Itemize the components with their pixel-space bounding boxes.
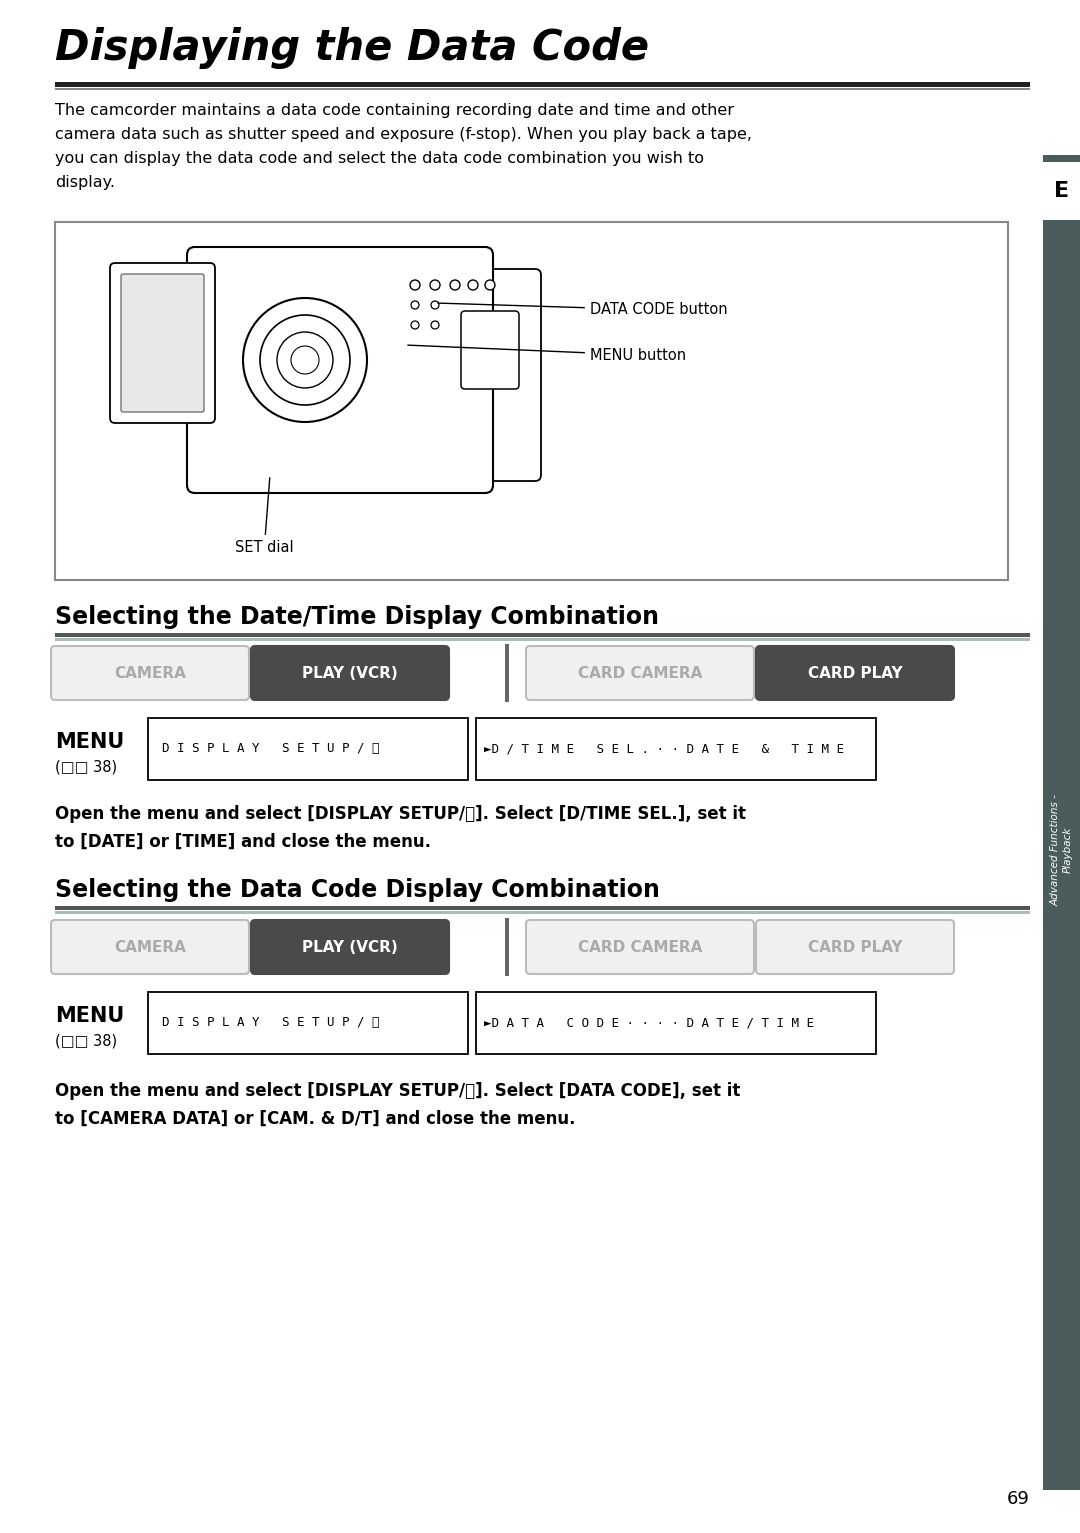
Text: camera data such as shutter speed and exposure (f-stop). When you play back a ta: camera data such as shutter speed and ex…: [55, 127, 752, 143]
FancyBboxPatch shape: [51, 645, 249, 701]
FancyBboxPatch shape: [110, 264, 215, 423]
Text: Selecting the Data Code Display Combination: Selecting the Data Code Display Combinat…: [55, 878, 660, 901]
Text: (□□ 38): (□□ 38): [55, 1033, 117, 1049]
Circle shape: [410, 281, 420, 290]
Bar: [1043, 155, 1080, 1490]
Bar: [55, 222, 1008, 579]
Bar: [476, 717, 876, 780]
Circle shape: [291, 346, 319, 374]
Text: Open the menu and select [DISPLAY SETUP/Ⓢ]. Select [D/TIME SEL.], set it: Open the menu and select [DISPLAY SETUP/…: [55, 805, 746, 823]
Text: PLAY (VCR): PLAY (VCR): [302, 940, 397, 955]
Circle shape: [431, 320, 438, 330]
Bar: [505, 918, 509, 977]
Bar: [148, 717, 468, 780]
Text: CARD CAMERA: CARD CAMERA: [578, 665, 702, 681]
Circle shape: [431, 300, 438, 310]
Text: Open the menu and select [DISPLAY SETUP/Ⓢ]. Select [DATA CODE], set it: Open the menu and select [DISPLAY SETUP/…: [55, 1082, 741, 1101]
FancyBboxPatch shape: [187, 247, 492, 494]
FancyBboxPatch shape: [251, 645, 449, 701]
Text: 69: 69: [1008, 1490, 1030, 1508]
Text: CAMERA: CAMERA: [114, 665, 186, 681]
Bar: [55, 81, 1030, 87]
FancyBboxPatch shape: [251, 920, 449, 973]
Circle shape: [468, 281, 478, 290]
Bar: [476, 992, 876, 1055]
Text: D I S P L A Y   S E T U P / Ⓢ: D I S P L A Y S E T U P / Ⓢ: [162, 1016, 379, 1030]
Circle shape: [411, 320, 419, 330]
Text: MENU: MENU: [55, 1006, 124, 1026]
FancyBboxPatch shape: [756, 645, 954, 701]
Text: Selecting the Date/Time Display Combination: Selecting the Date/Time Display Combinat…: [55, 606, 659, 629]
Text: MENU: MENU: [55, 731, 124, 753]
Text: ►D A T A   C O D E · · · · D A T E / T I M E: ►D A T A C O D E · · · · D A T E / T I M…: [484, 1016, 814, 1030]
Text: ►D / T I M E   S E L . · · D A T E   &   T I M E: ►D / T I M E S E L . · · D A T E & T I M…: [484, 742, 843, 756]
Bar: [55, 87, 1030, 90]
Text: CAMERA: CAMERA: [114, 940, 186, 955]
Text: DATA CODE button: DATA CODE button: [437, 302, 728, 317]
Bar: [1043, 162, 1080, 221]
Bar: [55, 906, 1030, 911]
Bar: [55, 633, 1030, 638]
Circle shape: [485, 281, 495, 290]
Text: CARD PLAY: CARD PLAY: [808, 940, 902, 955]
Circle shape: [430, 281, 440, 290]
Circle shape: [243, 297, 367, 422]
Circle shape: [260, 314, 350, 405]
FancyBboxPatch shape: [526, 645, 754, 701]
Text: CARD CAMERA: CARD CAMERA: [578, 940, 702, 955]
Text: (□□ 38): (□□ 38): [55, 760, 117, 776]
Text: E: E: [1054, 181, 1069, 201]
Text: you can display the data code and select the data code combination you wish to: you can display the data code and select…: [55, 150, 704, 166]
FancyBboxPatch shape: [756, 920, 954, 973]
Circle shape: [276, 333, 333, 388]
Text: Displaying the Data Code: Displaying the Data Code: [55, 28, 649, 69]
Circle shape: [450, 281, 460, 290]
FancyBboxPatch shape: [121, 274, 204, 412]
FancyBboxPatch shape: [474, 268, 541, 481]
Text: MENU button: MENU button: [408, 345, 686, 362]
Text: to [DATE] or [TIME] and close the menu.: to [DATE] or [TIME] and close the menu.: [55, 832, 431, 851]
Text: SET dial: SET dial: [235, 478, 294, 555]
Circle shape: [411, 300, 419, 310]
Bar: [55, 911, 1030, 914]
Text: The camcorder maintains a data code containing recording date and time and other: The camcorder maintains a data code cont…: [55, 103, 734, 118]
Text: display.: display.: [55, 175, 114, 190]
Text: PLAY (VCR): PLAY (VCR): [302, 665, 397, 681]
FancyBboxPatch shape: [526, 920, 754, 973]
FancyBboxPatch shape: [51, 920, 249, 973]
Bar: [505, 644, 509, 702]
Text: to [CAMERA DATA] or [CAM. & D/T] and close the menu.: to [CAMERA DATA] or [CAM. & D/T] and clo…: [55, 1110, 576, 1128]
Bar: [55, 638, 1030, 641]
Text: CARD PLAY: CARD PLAY: [808, 665, 902, 681]
Text: Advanced Functions -
Playback: Advanced Functions - Playback: [1051, 794, 1072, 906]
Text: D I S P L A Y   S E T U P / Ⓢ: D I S P L A Y S E T U P / Ⓢ: [162, 742, 379, 756]
Bar: [148, 992, 468, 1055]
FancyBboxPatch shape: [461, 311, 519, 389]
